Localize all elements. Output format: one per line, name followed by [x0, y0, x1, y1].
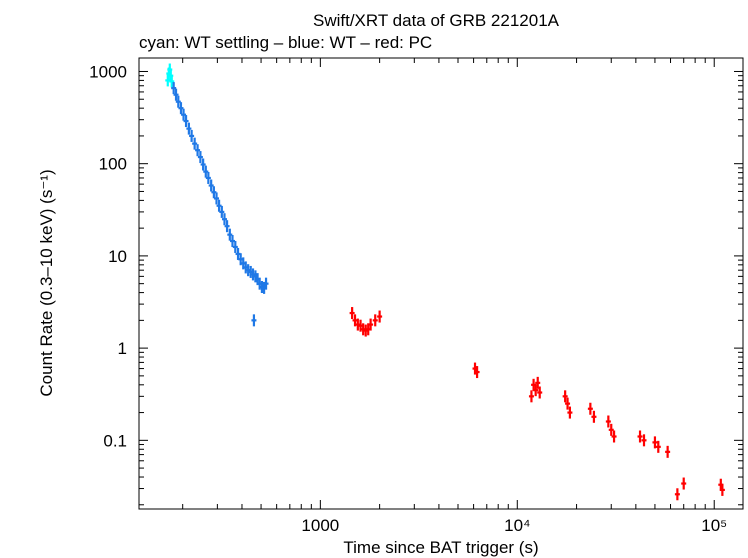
- data-point: [200, 158, 206, 171]
- data-point: [681, 477, 687, 490]
- data-point: [203, 165, 209, 178]
- y-tick-label: 10: [108, 247, 127, 266]
- y-axis-label: Count Rate (0.3–10 keV) (s⁻¹): [37, 169, 56, 396]
- y-tick-label: 100: [99, 155, 127, 174]
- data-point: [372, 314, 378, 327]
- y-tick-label: 1000: [89, 62, 127, 81]
- data-point: [192, 137, 198, 150]
- data-point: [229, 235, 235, 248]
- data-point: [175, 95, 181, 108]
- x-axis-label: Time since BAT trigger (s): [343, 538, 538, 557]
- chart-subtitle: cyan: WT settling – blue: WT – red: PC: [139, 33, 432, 52]
- x-tick-label: 1000: [301, 516, 339, 535]
- axis-tick-labels: 1000 100 10 1 0.1 1000 10⁴ 10⁵: [89, 62, 727, 535]
- data-point: [197, 151, 203, 164]
- data-point: [611, 430, 617, 443]
- data-point: [251, 314, 257, 327]
- data-point: [719, 483, 725, 496]
- data-point: [183, 115, 189, 128]
- data-point: [216, 199, 222, 212]
- data-point: [565, 397, 571, 410]
- data-point: [208, 179, 214, 192]
- data-point: [232, 240, 238, 253]
- data-point: [224, 220, 230, 233]
- data-point: [655, 440, 661, 453]
- data-point: [186, 122, 192, 135]
- data-point: [263, 277, 269, 290]
- data-point: [562, 390, 568, 403]
- data-point: [567, 406, 573, 419]
- data-point: [674, 488, 680, 501]
- data-point: [219, 205, 225, 218]
- axis-ticks: [139, 58, 743, 509]
- x-tick-label: 10⁵: [701, 516, 727, 535]
- data-point: [528, 390, 534, 403]
- data-point: [189, 129, 195, 142]
- data-point: [368, 318, 374, 331]
- data-point: [652, 436, 658, 449]
- chart-title: Swift/XRT data of GRB 221201A: [313, 11, 560, 30]
- data-point: [608, 423, 614, 436]
- data-marks: [165, 63, 725, 501]
- data-point: [537, 386, 543, 399]
- data-point: [195, 144, 201, 157]
- data-point: [591, 410, 597, 423]
- data-point: [181, 108, 187, 121]
- data-point: [349, 307, 355, 320]
- data-point: [211, 186, 217, 199]
- data-point: [377, 310, 383, 323]
- data-point: [587, 402, 593, 415]
- data-point: [533, 384, 539, 397]
- y-tick-label: 0.1: [103, 431, 127, 450]
- data-point: [605, 415, 611, 428]
- data-point: [205, 171, 211, 184]
- data-point: [535, 376, 541, 389]
- x-tick-label: 10⁴: [504, 516, 530, 535]
- plot-frame: [138, 57, 744, 510]
- data-point: [171, 82, 177, 95]
- data-point: [221, 213, 227, 226]
- data-point: [637, 430, 643, 443]
- data-point: [169, 75, 175, 88]
- data-point: [178, 102, 184, 115]
- data-point: [352, 314, 358, 327]
- data-point: [474, 366, 480, 379]
- data-point: [227, 228, 233, 241]
- data-point: [641, 434, 647, 447]
- y-tick-label: 1: [118, 339, 127, 358]
- data-point: [665, 445, 671, 458]
- data-point: [214, 192, 220, 205]
- data-point: [173, 88, 179, 101]
